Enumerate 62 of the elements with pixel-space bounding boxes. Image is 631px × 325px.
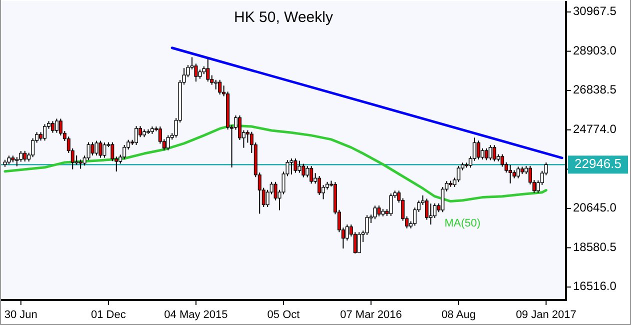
y-tick-label: 28903.0 <box>573 43 617 58</box>
candlestick <box>15 156 19 167</box>
y-tick-label: 16516.0 <box>573 279 617 294</box>
candlestick <box>166 134 170 151</box>
candlestick <box>516 166 520 179</box>
candlestick <box>218 79 222 96</box>
candlestick <box>86 142 90 161</box>
candlestick <box>43 124 47 142</box>
y-tick-label: 26838.5 <box>573 82 617 97</box>
candlestick <box>54 118 58 134</box>
candlestick <box>345 224 349 242</box>
candlestick <box>456 165 460 183</box>
y-tick-label: 24774.0 <box>573 122 617 136</box>
candlestick <box>500 154 504 168</box>
candlestick <box>214 79 218 90</box>
candlestick <box>294 158 298 174</box>
candlestick <box>310 166 314 184</box>
candlestick <box>31 138 35 158</box>
candlestick <box>492 144 496 162</box>
candlestick <box>122 144 126 160</box>
candlestick <box>318 175 322 196</box>
candlestick <box>102 142 106 158</box>
candlestick <box>23 150 27 162</box>
candlestick <box>134 126 138 146</box>
x-tick-label: 08 Aug <box>441 308 476 321</box>
candlestick <box>206 58 210 82</box>
candlestick <box>424 198 428 220</box>
text: HK 50, Weekly <box>234 9 334 26</box>
candlestick <box>428 203 432 226</box>
candlestick <box>198 69 202 80</box>
candlestick <box>508 164 512 184</box>
x-tick-label: 30 Jun <box>4 308 38 321</box>
x-tick-label: 04 May 2015 <box>164 308 228 321</box>
x-tick-label: 01 Dec <box>91 308 126 321</box>
candlestick <box>373 205 377 220</box>
candlestick <box>90 142 94 156</box>
candlestick <box>476 140 480 160</box>
x-tick-label: 07 Mar 2016 <box>340 308 402 321</box>
x-tick-label: 05 Oct <box>267 308 300 321</box>
candlestick <box>50 120 54 134</box>
ref-line-label: 22946.5 <box>574 156 622 172</box>
line-series <box>4 124 548 203</box>
y-tick-label: 18580.5 <box>573 240 617 254</box>
series-label: MA(50) <box>444 217 481 230</box>
candlestick <box>357 232 361 254</box>
candlestick <box>488 144 492 161</box>
candlestick <box>365 214 369 236</box>
x-tick-label: 09 Jan 2017 <box>516 308 576 321</box>
candlestick <box>302 163 306 178</box>
candlestick <box>98 140 102 158</box>
candlestick <box>290 158 294 175</box>
candlestick <box>110 142 114 162</box>
candlestick <box>432 202 436 219</box>
candlestick <box>78 159 82 170</box>
candlestick <box>306 166 310 178</box>
candlestick <box>298 160 302 174</box>
y-tick-label: 20645.0 <box>573 200 617 215</box>
candlestick <box>74 154 78 166</box>
candlestick <box>19 150 23 162</box>
candlestick <box>484 148 488 161</box>
candlestick <box>389 193 393 216</box>
y-tick-label: 30967.5 <box>573 4 617 18</box>
